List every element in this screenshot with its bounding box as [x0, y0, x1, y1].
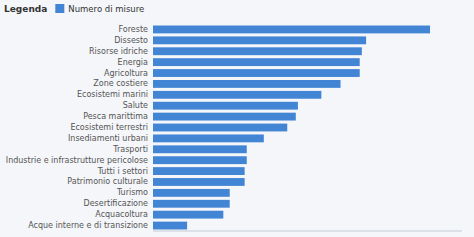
bar	[153, 178, 245, 186]
category-label: Risorse idriche	[89, 47, 148, 56]
category-label: Trasporti	[112, 145, 148, 154]
bar	[153, 134, 264, 142]
legend: Legenda Numero di misure	[4, 4, 144, 14]
category-label: Zone costiere	[93, 79, 148, 88]
category-label: Ecosistemi marini	[77, 90, 148, 99]
bar	[153, 69, 360, 77]
category-label: Energia	[118, 58, 148, 67]
bar	[153, 91, 321, 99]
category-label: Acquacoltura	[95, 210, 148, 219]
bar	[153, 211, 223, 219]
category-label: Industrie e infrastrutture pericolose	[6, 156, 148, 165]
x-axis-line	[153, 231, 462, 232]
bar	[153, 47, 362, 55]
bar	[153, 124, 287, 132]
bar	[153, 189, 230, 197]
chart: Legenda Numero di misure Foreste Dissesto Ri…	[0, 0, 474, 237]
bar	[153, 156, 247, 164]
bar	[153, 102, 298, 110]
category-label: Ecosistemi terrestri	[70, 123, 148, 132]
bar	[153, 222, 187, 230]
category-label: Foreste	[119, 25, 149, 34]
bar	[153, 58, 360, 66]
bar	[153, 200, 230, 208]
category-label: Agricoltura	[104, 69, 148, 78]
category-label: Dissesto	[114, 36, 148, 45]
bar	[153, 167, 245, 175]
category-label: Patrimonio culturale	[67, 177, 148, 186]
category-label: Turismo	[116, 188, 148, 197]
legend-label: Numero di misure	[68, 4, 144, 14]
category-label: Tutti i settori	[97, 167, 148, 176]
bars	[153, 26, 430, 230]
category-label: Acque interne e di transizione	[28, 221, 148, 230]
bar	[153, 26, 430, 34]
bar	[153, 113, 296, 121]
legend-title: Legenda	[4, 4, 47, 14]
legend-swatch	[55, 4, 64, 13]
bar	[153, 36, 366, 44]
bar	[153, 80, 341, 88]
category-label: Insediamenti urbani	[68, 134, 148, 143]
category-label: Desertificazione	[84, 199, 149, 208]
category-label: Salute	[123, 101, 148, 110]
bar	[153, 145, 247, 153]
category-label: Pesca marittima	[83, 112, 148, 121]
